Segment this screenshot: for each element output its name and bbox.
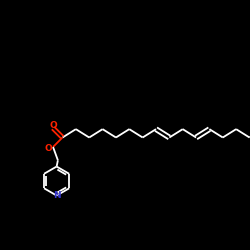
Text: N: N — [53, 191, 60, 200]
Text: O: O — [49, 120, 57, 130]
Text: O: O — [45, 144, 52, 153]
